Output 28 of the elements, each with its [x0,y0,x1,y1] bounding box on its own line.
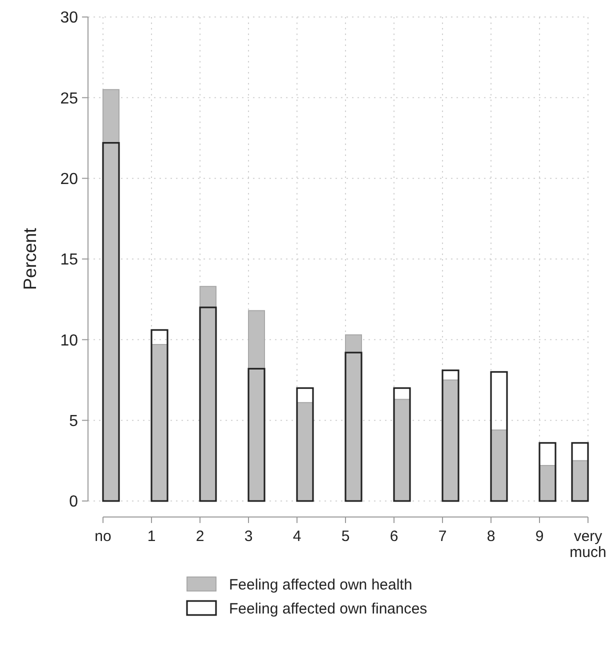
legend-label: Feeling affected own health [229,576,412,594]
y-tick-label: 10 [60,332,78,350]
bar [344,352,362,502]
y-tick-label: 15 [60,252,78,269]
y-tick-label: 25 [60,90,78,108]
y-tick-label: 20 [60,170,78,188]
x-tick-label: no [94,528,112,545]
x-tick-label: 4 [292,528,302,545]
x-tick-label: 2 [196,528,204,545]
bar [393,387,411,502]
y-axis-title: Percent [20,228,40,290]
bar [248,368,266,502]
y-tick-label: 0 [69,494,78,511]
bar [296,387,314,502]
x-tick-label: 6 [390,528,398,545]
x-tick-label: very much [570,528,606,561]
y-tick-label: 5 [69,412,78,430]
bar [102,142,120,502]
x-tick-label: 7 [438,528,447,545]
x-tick-label: 9 [535,528,544,545]
x-tick-label: 8 [486,528,496,545]
y-tick-label: 30 [60,10,78,27]
legend-label: Feeling affected own finances [229,600,428,618]
bar [538,442,556,502]
x-tick-label: 3 [244,528,253,545]
x-tick-label: 1 [147,528,156,545]
bar [490,371,508,502]
x-tick-label: 5 [341,528,350,545]
